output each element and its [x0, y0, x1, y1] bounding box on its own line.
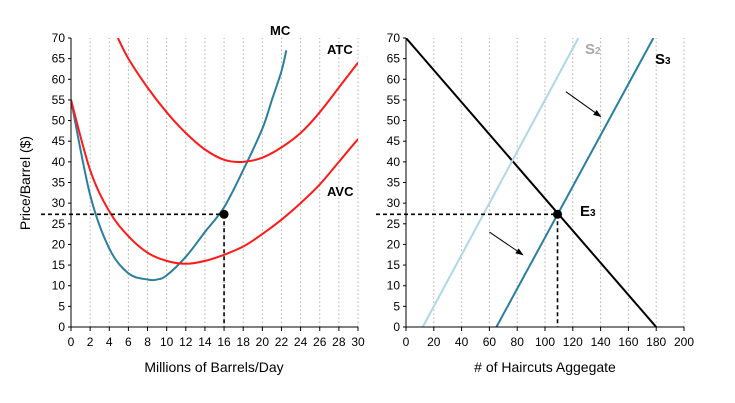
equilibrium-point	[553, 209, 563, 219]
shift-arrow	[489, 231, 524, 256]
y-tick-label: 25	[387, 217, 401, 231]
shift-arrow	[565, 91, 602, 118]
y-tick-label: 40	[52, 155, 66, 169]
x-tick-label: 24	[294, 335, 308, 349]
x-tick-label: 6	[125, 335, 132, 349]
x-tick-label: 100	[535, 335, 555, 349]
x-tick-label: 2	[87, 335, 94, 349]
right-x-tick-labels: 0 20 40 60 80 100 120 140 160 180 200	[403, 327, 694, 349]
y-tick-label: 15	[52, 258, 66, 272]
y-tick-label: 35	[387, 176, 401, 190]
y-tick-label: 60	[387, 72, 401, 86]
y-tick-label: 10	[52, 279, 66, 293]
x-tick-label: 80	[511, 335, 525, 349]
x-tick-label: 28	[332, 335, 346, 349]
right-points	[553, 209, 563, 219]
right-y-tick-labels: 0 5 10 15 20 25 30 35 40 45 50 55 60 65 70	[387, 31, 406, 334]
left-y-tick-labels: 0 5 10 15 20 25 30 35 40 45 50 55 60 65 70	[52, 31, 71, 334]
y-tick-label: 0	[393, 320, 400, 334]
y-tick-label: 40	[387, 155, 401, 169]
x-tick-label: 40	[455, 335, 469, 349]
x-tick-label: 10	[160, 335, 174, 349]
x-tick-label: 12	[179, 335, 193, 349]
x-tick-label: 160	[618, 335, 638, 349]
series-atc-line	[117, 38, 358, 163]
right-x-axis-label: # of Haircuts Aggegate	[474, 359, 616, 375]
right-grid	[433, 38, 685, 327]
y-tick-label: 35	[52, 176, 66, 190]
label-s2: S2	[585, 41, 601, 58]
y-tick-label: 30	[387, 196, 401, 210]
left-reference-lines	[41, 213, 225, 327]
left-points	[219, 209, 229, 219]
label-avc: AVC	[327, 184, 354, 199]
equilibrium-point	[219, 209, 229, 219]
x-tick-label: 16	[217, 335, 231, 349]
y-tick-label: 0	[58, 320, 65, 334]
y-tick-label: 15	[387, 258, 401, 272]
left-grid	[89, 38, 359, 327]
label-e3: E3	[580, 203, 596, 220]
x-tick-label: 20	[427, 335, 441, 349]
right-reference-lines	[376, 213, 559, 327]
x-tick-label: 60	[483, 335, 497, 349]
right-chart: 0 20 40 60 80 100 120 140 160 180 200 0 5 10 15 20 25 30…	[376, 31, 694, 375]
x-tick-label: 180	[646, 335, 666, 349]
x-tick-label: 0	[68, 335, 75, 349]
x-tick-label: 0	[403, 335, 410, 349]
left-axes	[70, 38, 358, 328]
left-x-axis-label: Millions of Barrels/Day	[144, 359, 283, 375]
left-curves	[71, 38, 358, 282]
series-s3-line	[495, 38, 655, 327]
x-tick-label: 4	[106, 335, 113, 349]
y-tick-label: 45	[52, 134, 66, 148]
y-tick-label: 50	[52, 114, 66, 128]
y-tick-label: 60	[52, 72, 66, 86]
label-s3: S3	[655, 51, 671, 68]
y-tick-label: 5	[58, 299, 65, 313]
right-curves	[406, 38, 657, 327]
left-chart: 0 2 4 6 8 10 12 14 16 18 20 22 24 26 28 30 051015202530…	[17, 23, 365, 375]
y-tick-label: 30	[52, 196, 66, 210]
y-tick-label: 50	[387, 114, 401, 128]
right-shift-arrows	[489, 91, 602, 256]
left-y-axis-label: Price/Barrel ($)	[17, 136, 33, 230]
y-tick-label: 20	[52, 237, 66, 251]
y-tick-label: 55	[387, 93, 401, 107]
label-atc: ATC	[327, 42, 353, 57]
y-tick-label: 20	[387, 237, 401, 251]
x-tick-label: 26	[313, 335, 327, 349]
x-tick-label: 120	[563, 335, 583, 349]
y-tick-label: 5	[393, 299, 400, 313]
series-s2-line	[421, 38, 580, 327]
y-tick-label: 45	[387, 134, 401, 148]
y-tick-label: 25	[52, 217, 66, 231]
x-tick-label: 20	[256, 335, 270, 349]
y-tick-label: 70	[387, 31, 401, 45]
series-demand-line	[406, 38, 657, 327]
series-mc-line	[71, 50, 288, 282]
y-tick-label: 55	[52, 93, 66, 107]
x-tick-label: 30	[351, 335, 365, 349]
right-axes	[405, 38, 684, 328]
x-tick-label: 8	[144, 335, 151, 349]
series-avc-line	[71, 99, 358, 265]
label-mc: MC	[270, 23, 291, 38]
y-tick-label: 65	[52, 52, 66, 66]
left-x-tick-labels: 0 2 4 6 8 10 12 14 16 18 20 22 24 26 28 30	[68, 327, 365, 349]
y-tick-label: 70	[52, 31, 66, 45]
x-tick-label: 18	[237, 335, 251, 349]
x-tick-label: 200	[674, 335, 694, 349]
y-tick-label: 65	[387, 52, 401, 66]
x-tick-label: 14	[198, 335, 212, 349]
x-tick-label: 22	[275, 335, 289, 349]
x-tick-label: 140	[591, 335, 611, 349]
y-tick-label: 10	[387, 279, 401, 293]
